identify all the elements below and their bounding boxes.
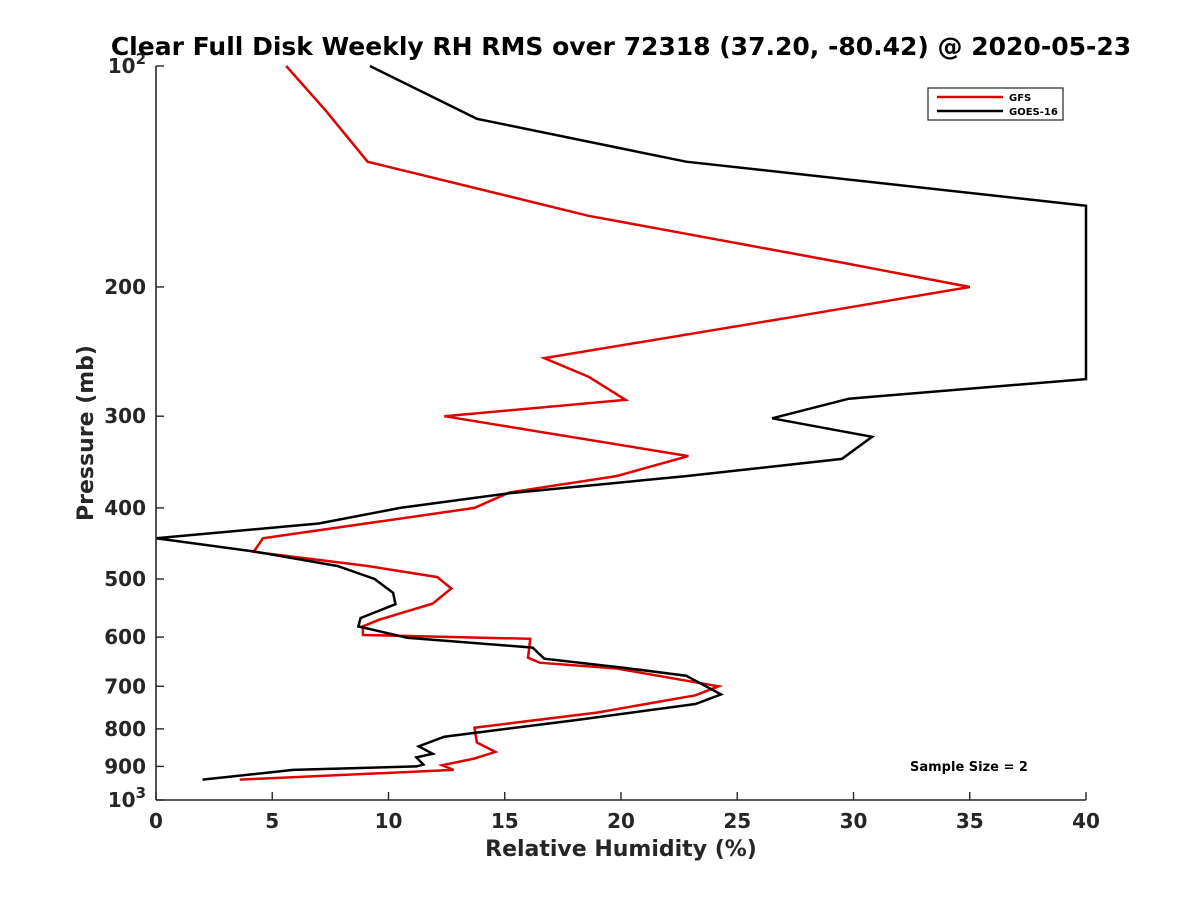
y-tick-label: 103 <box>108 784 146 812</box>
y-tick-label: 500 <box>104 567 146 591</box>
y-tick-label: 200 <box>104 275 146 299</box>
x-tick-label: 5 <box>265 809 279 833</box>
y-tick-label: 400 <box>104 496 146 520</box>
plot-area: 0 5 10 15 20 25 30 35 40 102 200 300 400 500 600 700 80… <box>104 50 1100 833</box>
y-tick-label: 700 <box>104 674 146 698</box>
legend-box <box>927 87 1064 121</box>
x-tick-label: 25 <box>723 809 751 833</box>
y-tick-label: 600 <box>104 625 146 649</box>
x-tick-label: 10 <box>375 809 403 833</box>
x-axis-title: Relative Humidity (%) <box>485 837 757 862</box>
y-axis-title: Pressure (mb) <box>74 345 99 521</box>
legend-label-goes16: GOES-16 <box>1009 107 1058 118</box>
y-tick-label: 102 <box>108 50 146 78</box>
x-tick-label: 15 <box>491 809 519 833</box>
x-tick-label: 30 <box>840 809 868 833</box>
chart-title: Clear Full Disk Weekly RH RMS over 72318… <box>111 32 1131 61</box>
x-tick-label: 20 <box>607 809 635 833</box>
sample-size-annotation: Sample Size = 2 <box>910 760 1028 775</box>
x-ticks: 0 5 10 15 20 25 30 35 40 <box>149 792 1100 833</box>
x-tick-label: 40 <box>1072 809 1100 833</box>
series-line-gfs <box>239 65 971 781</box>
x-tick-label: 35 <box>956 809 984 833</box>
y-tick-label: 800 <box>104 717 146 741</box>
x-tick-label: 0 <box>149 809 163 833</box>
series-layer <box>155 64 1088 781</box>
legend-label-gfs: GFS <box>1009 93 1031 104</box>
y-tick-label: 300 <box>104 404 146 428</box>
series-line-goes16 <box>155 64 1088 781</box>
y-tick-label: 900 <box>104 754 146 778</box>
y-ticks: 102 200 300 400 500 600 700 800 900 103 <box>104 50 164 812</box>
legend: GFS GOES-16 <box>927 87 1064 121</box>
